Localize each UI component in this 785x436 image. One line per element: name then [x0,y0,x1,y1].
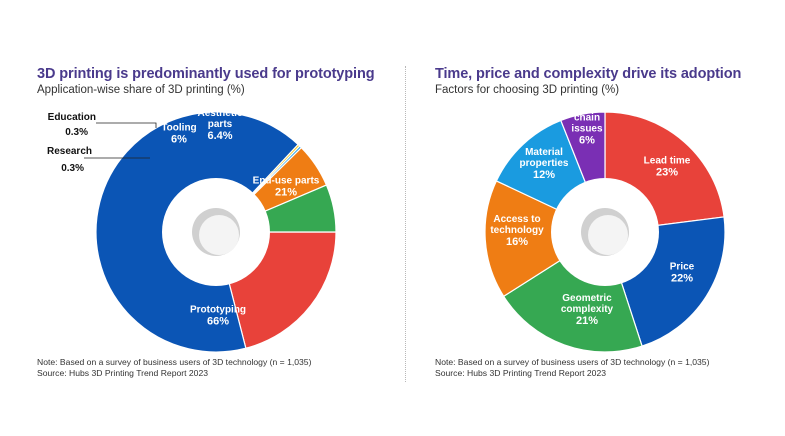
left-chart-note: Note: Based on a survey of business user… [37,357,312,367]
right-slice-access-to-technology [484,180,607,298]
right-chart-title: Time, price and complexity drive its ado… [435,66,742,82]
left-leader-education [96,122,157,128]
right-label-access-to-technology: Access to technology 16% [490,214,544,248]
left-chart-title: 3D printing is predominantly used for pr… [37,66,375,82]
left-chart-source: Source: Hubs 3D Printing Trend Report 20… [37,368,209,378]
right-label-price: Price 22% [670,262,695,285]
right-chart-panel: Time, price and complexity drive its ado… [404,0,785,436]
left-donut-chart: End-use parts 21% Prototyping 66% Research 0.… [47,108,337,353]
left-value-research: 0.3% [61,163,84,174]
right-label-supply-chain-issues: Supply chain issues 6% [570,102,604,147]
left-label-tooling: Tooling 6% [161,123,196,146]
right-chart-note: Note: Based on a survey of business user… [435,357,710,367]
right-chart-source: Source: Hubs 3D Printing Trend Report 20… [435,368,607,378]
panel-divider [405,66,406,382]
left-value-education: 0.3% [65,127,88,138]
right-label-geometric-complexity: Geometric complexity 21% [561,293,614,327]
left-label-aesthetic-parts: Aesthetic parts 6.4% [197,108,242,142]
right-label-material-properties: Material properties 12% [520,147,569,181]
left-label-prototyping: Prototyping 66% [190,305,246,328]
right-donut-chart: Lead time 23% Price 22% Geometric complexity 2… [484,102,726,353]
left-label-research: Research [47,146,92,157]
right-chart-subtitle: Factors for choosing 3D printing (%) [435,84,620,96]
left-donut-inner-highlight [199,215,239,255]
left-chart-subtitle: Application-wise share of 3D printing (%… [37,84,245,96]
left-label-education: Education [48,112,96,123]
left-chart-panel: 3D printing is predominantly used for pr… [37,66,375,378]
left-label-end-use-parts: End-use parts 21% [253,176,320,199]
right-donut-inner-highlight [588,215,628,255]
right-label-lead-time: Lead time 23% [644,156,691,179]
